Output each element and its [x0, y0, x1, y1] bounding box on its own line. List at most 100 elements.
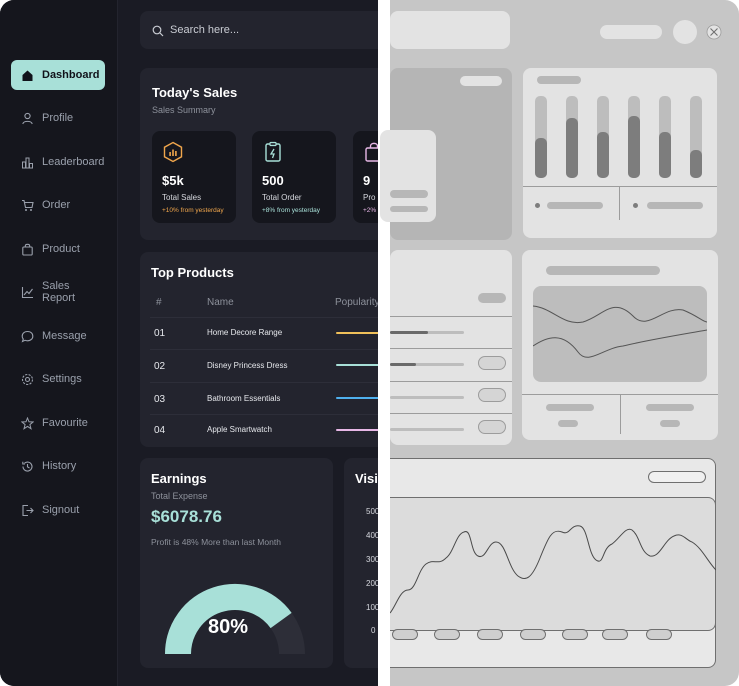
sidebar-item-product[interactable]: Product	[11, 234, 105, 264]
wireframe-pill	[478, 420, 506, 434]
stat-change-note: +10% from yesterday	[162, 207, 224, 214]
wireframe-pill	[434, 629, 460, 640]
popularity-bar	[336, 429, 380, 431]
sidebar-item-dashboard[interactable]: Dashboard	[11, 60, 105, 90]
column-header-number: #	[156, 297, 162, 308]
stat-card-total-sales[interactable]: $5k Total Sales +10% from yesterday	[152, 131, 236, 223]
user-icon	[21, 112, 34, 125]
wireframe-pill	[602, 629, 628, 640]
stat-change-note: +2%	[363, 207, 377, 214]
earnings-gauge	[165, 584, 305, 655]
wireframe-pill	[646, 629, 672, 640]
close-icon[interactable]	[706, 24, 722, 40]
wireframe-bar-fill	[566, 118, 578, 178]
wireframe-bar	[390, 331, 464, 334]
wireframe-bar-chart-card	[523, 68, 717, 238]
sales-title: Today's Sales	[152, 85, 238, 100]
wireframe-pill	[392, 629, 418, 640]
y-tick-label: 400	[366, 531, 380, 540]
bar-chart-icon	[21, 156, 34, 169]
line-chart-icon	[21, 286, 34, 299]
wireframe-divider	[390, 316, 512, 317]
y-tick-label: 0	[371, 626, 376, 635]
wireframe-pill	[660, 420, 680, 427]
stat-value: $5k	[162, 173, 184, 188]
stat-card-products[interactable]: 9 Pro +2%	[353, 131, 380, 223]
popularity-bar	[336, 397, 380, 399]
sidebar: Dashboard Profile Leaderboard Order	[0, 0, 118, 686]
stat-card-total-order[interactable]: 500 Total Order +8% from yesterday	[252, 131, 336, 223]
wireframe-bar	[390, 396, 464, 399]
sidebar-item-history[interactable]: History	[11, 451, 105, 481]
popularity-bar	[336, 332, 380, 334]
search-bar[interactable]	[140, 11, 380, 49]
wireframe-panel	[380, 0, 739, 686]
wireframe-pill	[390, 206, 428, 212]
stat-value: 500	[262, 173, 284, 188]
wireframe-divider	[390, 348, 512, 349]
row-divider	[150, 382, 380, 383]
y-tick-label: 300	[366, 555, 380, 564]
sidebar-item-leaderboard[interactable]: Leaderboard	[11, 147, 105, 177]
wireframe-line-chart	[533, 286, 707, 382]
wireframe-bar-fill	[390, 331, 428, 334]
row-number: 01	[154, 328, 166, 339]
sidebar-item-label: Message	[42, 330, 87, 342]
row-number: 04	[154, 425, 166, 436]
wireframe-pill	[537, 76, 581, 84]
earnings-value: $6078.76	[151, 507, 222, 526]
popularity-bar	[336, 364, 380, 366]
sidebar-item-order[interactable]: Order	[11, 190, 105, 220]
visitors-card: Visit 500 400 300 200 100 0	[344, 458, 380, 668]
wireframe-divider	[620, 394, 621, 434]
wireframe-pill	[648, 471, 706, 483]
search-icon	[152, 24, 164, 37]
search-input[interactable]	[170, 24, 370, 36]
wireframe-pill	[646, 404, 694, 411]
wireframe-pill	[478, 293, 506, 303]
sidebar-item-message[interactable]: Message	[11, 321, 105, 351]
wireframe-line-chart-card	[522, 250, 718, 440]
stat-change-note: +8% from yesterday	[262, 207, 320, 214]
todays-sales-card: Today's Sales Sales Summary $5k Total Sa…	[140, 68, 380, 240]
stat-value: 9	[363, 173, 371, 188]
wireframe-pill	[546, 266, 660, 275]
star-icon	[21, 416, 34, 430]
row-product-name: Bathroom Essentials	[207, 394, 281, 403]
row-product-name: Home Decore Range	[207, 328, 283, 337]
top-products-card: Top Products # Name Popularity 01 Home D…	[140, 252, 380, 447]
wireframe-bar-fill	[597, 132, 609, 178]
earnings-title: Earnings	[151, 471, 207, 486]
earnings-note: Profit is 48% More than last Month	[151, 537, 281, 547]
sales-subtitle: Sales Summary	[152, 105, 216, 115]
row-product-name: Apple Smartwatch	[207, 425, 272, 434]
row-divider	[150, 414, 380, 415]
wireframe-visitors-plot	[390, 497, 716, 631]
wireframe-dot	[535, 203, 540, 208]
wireframe-bar-fill	[690, 150, 702, 178]
sidebar-item-favourite[interactable]: Favourite	[11, 408, 105, 438]
row-number: 03	[154, 394, 166, 405]
gauge-fill	[165, 584, 292, 655]
stat-label: Total Order	[262, 193, 302, 202]
wireframe-sales-card	[380, 68, 512, 240]
y-tick-label: 100	[366, 603, 380, 612]
earnings-subtitle: Total Expense	[151, 491, 208, 501]
sidebar-item-sales-report[interactable]: Sales Report	[11, 277, 105, 307]
dashboard-panel: Dashboard Profile Leaderboard Order	[0, 0, 380, 686]
earnings-card: Earnings Total Expense $6078.76 Profit i…	[140, 458, 333, 668]
signout-icon	[21, 504, 34, 517]
home-icon	[21, 69, 34, 82]
stat-label: Total Sales	[162, 193, 202, 202]
wireframe-bar	[535, 96, 547, 178]
sidebar-item-settings[interactable]: Settings	[11, 364, 105, 394]
sidebar-item-signout[interactable]: Signout	[11, 495, 105, 525]
history-icon	[21, 460, 34, 473]
row-divider	[150, 349, 380, 350]
row-divider	[150, 317, 380, 318]
wireframe-bar	[628, 96, 640, 178]
top-products-title: Top Products	[151, 265, 234, 280]
column-header-popularity: Popularity	[335, 297, 380, 308]
wireframe-divider	[523, 186, 717, 187]
sidebar-item-profile[interactable]: Profile	[11, 103, 105, 133]
